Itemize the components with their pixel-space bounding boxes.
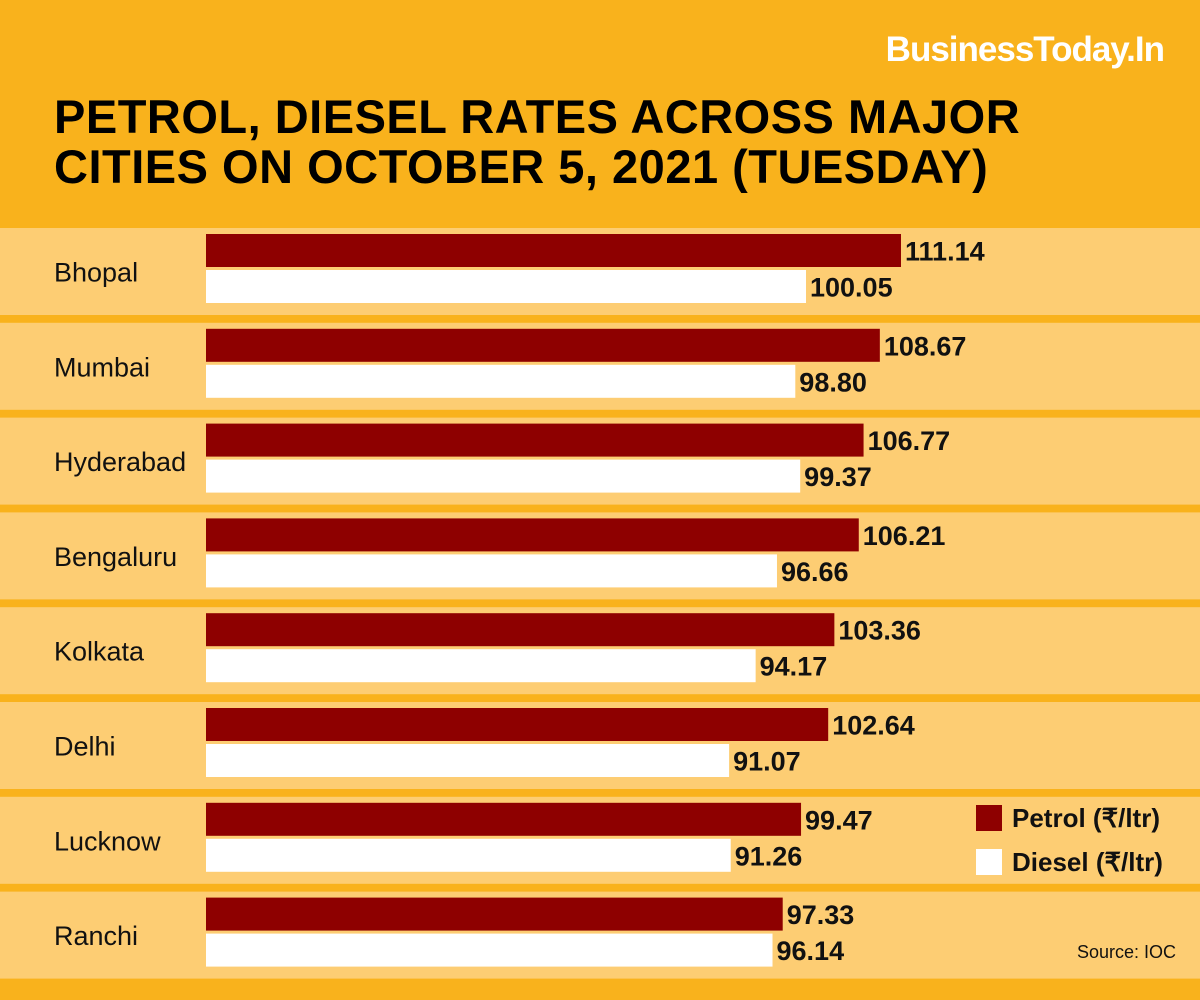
- data-label-petrol-lucknow: 99.47: [805, 805, 873, 835]
- legend-label-petrol: Petrol (₹/ltr): [1012, 802, 1160, 833]
- data-label-diesel-kolkata: 94.17: [760, 652, 828, 682]
- bar-petrol-kolkata: [206, 613, 835, 647]
- bar-diesel-ranchi: [206, 933, 773, 967]
- bar-petrol-bengaluru: [206, 518, 859, 552]
- brand-logo: BusinessToday.In: [885, 30, 1165, 69]
- bar-diesel-hyderabad: [206, 459, 801, 493]
- data-label-petrol-hyderabad: 106.77: [868, 426, 951, 456]
- chart-title-line-1: PETROL, DIESEL RATES ACROSS MAJOR: [54, 90, 1021, 143]
- legend-label-diesel: Diesel (₹/ltr): [1012, 846, 1163, 877]
- category-label-kolkata: Kolkata: [54, 637, 145, 667]
- bar-petrol-hyderabad: [206, 423, 864, 457]
- data-label-petrol-kolkata: 103.36: [838, 616, 921, 646]
- data-label-diesel-lucknow: 91.26: [735, 841, 803, 871]
- bar-petrol-delhi: [206, 708, 829, 741]
- category-label-lucknow: Lucknow: [54, 826, 161, 856]
- data-label-petrol-bengaluru: 106.21: [863, 521, 946, 551]
- data-label-petrol-bhopal: 111.14: [905, 237, 985, 267]
- category-label-bhopal: Bhopal: [54, 258, 138, 288]
- data-label-petrol-delhi: 102.64: [832, 711, 915, 741]
- category-label-mumbai: Mumbai: [54, 352, 150, 382]
- bar-petrol-bhopal: [206, 234, 901, 267]
- bar-petrol-mumbai: [206, 328, 880, 362]
- bar-petrol-ranchi: [206, 897, 783, 931]
- data-label-diesel-hyderabad: 99.37: [804, 462, 872, 492]
- legend: Petrol (₹/ltr) Diesel (₹/ltr): [976, 798, 1163, 886]
- chart-title: PETROL, DIESEL RATES ACROSS MAJOR CITIES…: [54, 92, 1164, 192]
- chart-title-line-2: CITIES ON OCTOBER 5, 2021 (TUESDAY): [54, 140, 989, 193]
- data-label-diesel-bengaluru: 96.66: [781, 557, 849, 587]
- category-label-bengaluru: Bengaluru: [54, 542, 177, 572]
- category-label-hyderabad: Hyderabad: [54, 447, 186, 477]
- data-label-diesel-delhi: 91.07: [733, 747, 801, 777]
- bar-diesel-kolkata: [206, 649, 756, 683]
- legend-swatch-diesel: [976, 849, 1002, 875]
- data-label-diesel-ranchi: 96.14: [777, 936, 845, 966]
- bar-petrol-lucknow: [206, 802, 802, 836]
- source-note: Source: IOC: [1076, 942, 1176, 962]
- legend-swatch-petrol: [976, 805, 1002, 831]
- data-label-petrol-mumbai: 108.67: [884, 331, 967, 361]
- category-label-ranchi: Ranchi: [54, 921, 138, 951]
- legend-item-petrol: Petrol (₹/ltr): [976, 798, 1163, 838]
- bar-diesel-mumbai: [206, 364, 796, 398]
- bar-diesel-bhopal: [206, 270, 807, 303]
- data-label-petrol-ranchi: 97.33: [787, 900, 855, 930]
- bar-diesel-lucknow: [206, 838, 731, 872]
- category-label-delhi: Delhi: [54, 732, 116, 762]
- legend-item-diesel: Diesel (₹/ltr): [976, 842, 1163, 882]
- bar-diesel-bengaluru: [206, 554, 777, 588]
- data-label-diesel-bhopal: 100.05: [810, 273, 893, 303]
- bar-diesel-delhi: [206, 744, 730, 777]
- data-label-diesel-mumbai: 98.80: [799, 367, 867, 397]
